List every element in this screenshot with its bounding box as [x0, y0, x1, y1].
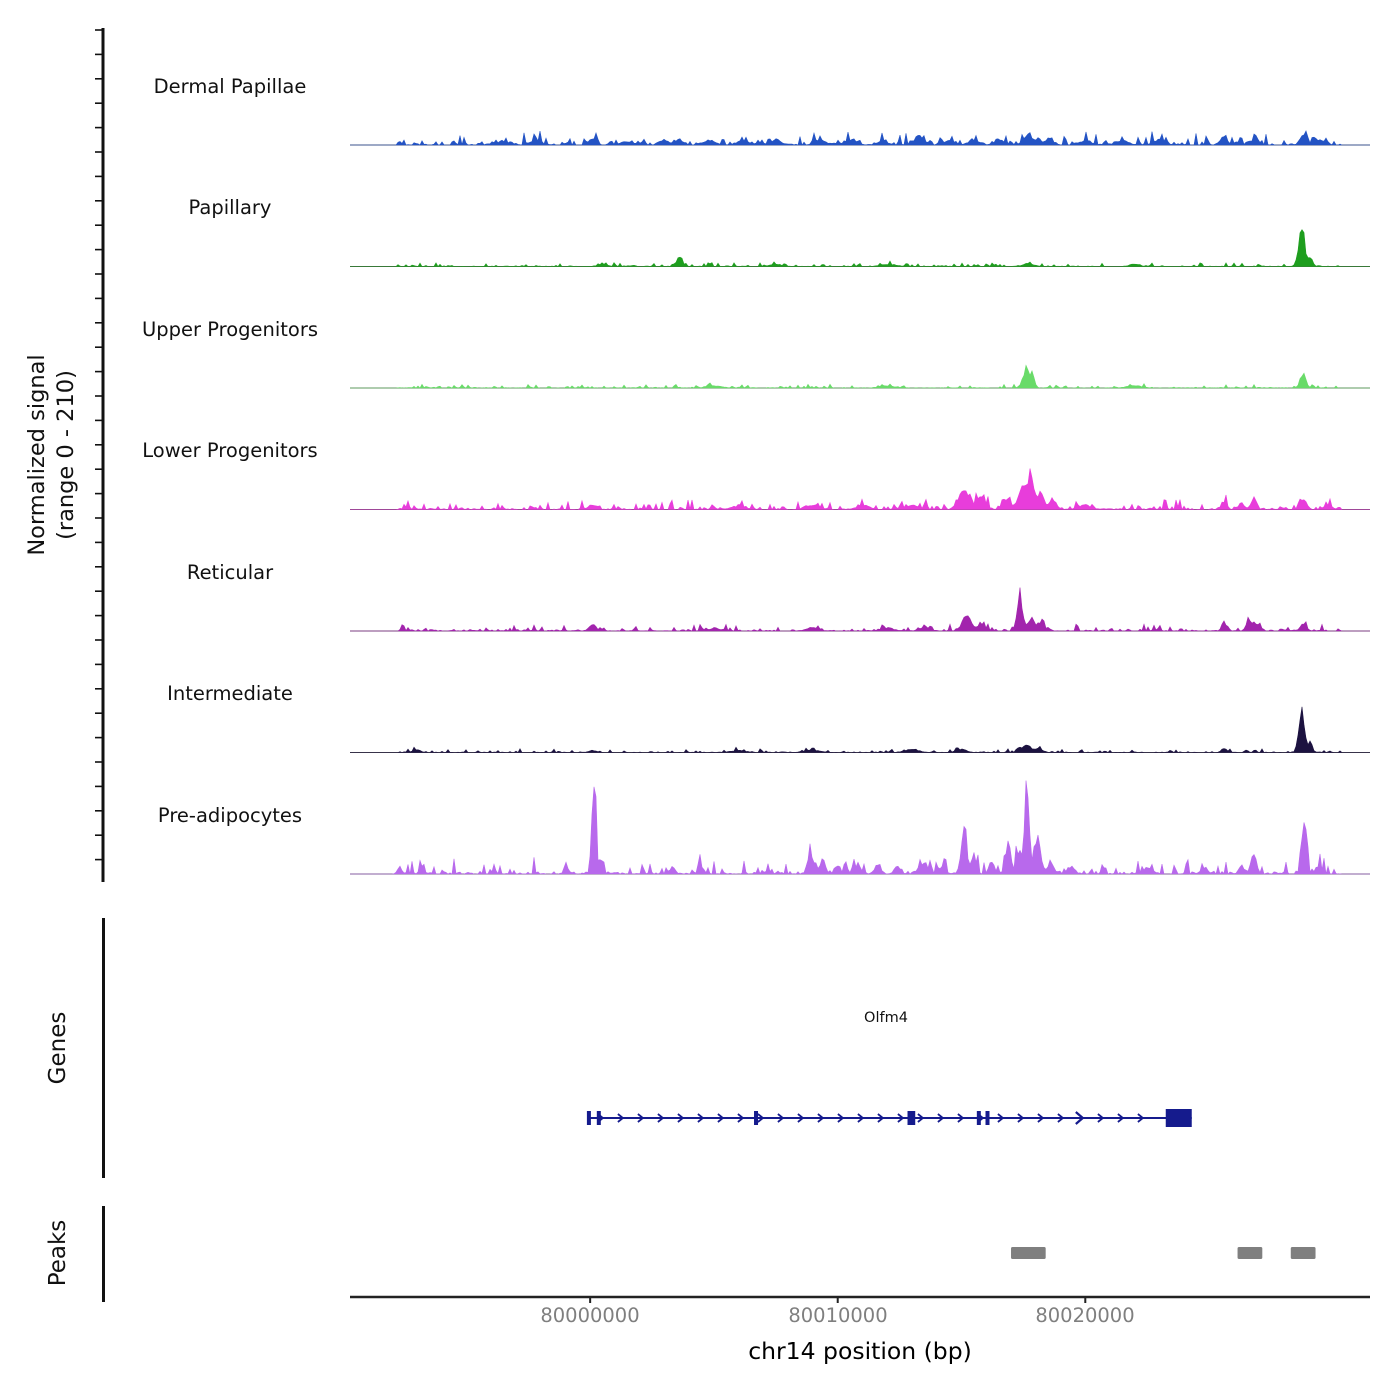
- gene-direction-arrow: [857, 1113, 865, 1123]
- gene-exon-tick: [976, 1111, 981, 1125]
- track-label-reticular: Reticular: [186, 561, 274, 584]
- gene-direction-arrow: [617, 1113, 625, 1123]
- signal-area: [350, 364, 1370, 389]
- x-tick-label-1: 80000000: [540, 1304, 640, 1327]
- gene-direction-arrow: [837, 1113, 845, 1123]
- gene-exon-tick: [907, 1111, 912, 1125]
- x-axis-title: chr14 position (bp): [748, 1337, 972, 1365]
- gene-direction-arrow: [1137, 1113, 1145, 1123]
- gene-direction-arrow: [1097, 1113, 1105, 1123]
- signal-area: [350, 468, 1370, 511]
- y-axis-label-line1: Normalized signal: [23, 354, 50, 556]
- genes-section-label: Genes: [45, 1011, 71, 1085]
- x-tick-label-2: 80010000: [788, 1304, 888, 1327]
- gene-direction-arrow: [937, 1113, 945, 1123]
- peaks-bracket: [102, 1206, 105, 1302]
- gene-direction-arrow: [1037, 1113, 1045, 1123]
- y-axis-spine: [95, 28, 105, 882]
- gene-direction-arrow: [657, 1113, 665, 1123]
- gene-exon-tick: [586, 1111, 591, 1125]
- gene-exon-tick: [596, 1111, 601, 1125]
- gene-exon-tick: [911, 1111, 916, 1125]
- gene-direction-arrow: [697, 1113, 705, 1123]
- signal-area: [350, 229, 1370, 268]
- track-label-intermediate: Intermediate: [167, 682, 293, 705]
- gene-exon-tick: [754, 1111, 759, 1125]
- gene-direction-arrow: [917, 1113, 925, 1123]
- peak-region: [1237, 1247, 1263, 1259]
- gene-terminal-exon: [1165, 1109, 1192, 1127]
- x-tick-label-3: 80020000: [1035, 1304, 1135, 1327]
- gene-direction-arrow: [717, 1113, 725, 1123]
- gene-direction-arrow: [797, 1113, 805, 1123]
- gene-direction-arrow: [817, 1113, 825, 1123]
- gene-direction-arrow: [997, 1113, 1005, 1123]
- signal-area: [350, 130, 1370, 146]
- genes-bracket: [102, 918, 105, 1178]
- gene-direction-arrow: [637, 1113, 645, 1123]
- gene-direction-arrow: [777, 1113, 785, 1123]
- track-label-upper-progenitors: Upper Progenitors: [141, 318, 319, 341]
- gene-direction-arrow: [877, 1113, 885, 1123]
- y-axis-label-line2: (range 0 - 210): [53, 370, 79, 540]
- y-axis-label: Normalized signal (range 0 - 210): [23, 354, 82, 555]
- track-label-pre-adipocytes: Pre-adipocytes: [157, 804, 303, 827]
- signal-area: [350, 780, 1370, 875]
- gene-open-chevron: [1075, 1111, 1085, 1125]
- gene-direction-arrow: [897, 1113, 905, 1123]
- gene-direction-arrow: [677, 1113, 685, 1123]
- gene-direction-arrow: [1057, 1113, 1065, 1123]
- gene-direction-arrow: [757, 1113, 765, 1123]
- gene-direction-arrow: [957, 1113, 965, 1123]
- plot-canvas: [350, 130, 1370, 1303]
- track-label-dermal-papillae: Dermal Papillae: [153, 75, 307, 98]
- peak-region: [1290, 1247, 1316, 1259]
- gene-direction-arrow: [737, 1113, 745, 1123]
- gene-direction-arrow: [1017, 1113, 1025, 1123]
- peak-region: [1011, 1247, 1046, 1259]
- gene-name-label: Olfm4: [864, 1010, 908, 1026]
- gene-exon-tick: [985, 1111, 990, 1125]
- gene-direction-arrow: [1117, 1113, 1125, 1123]
- track-label-papillary: Papillary: [188, 196, 272, 219]
- signal-area: [350, 706, 1370, 753]
- signal-area: [350, 587, 1370, 632]
- peaks-section-label: Peaks: [45, 1219, 71, 1287]
- track-label-lower-progenitors: Lower Progenitors: [142, 439, 318, 462]
